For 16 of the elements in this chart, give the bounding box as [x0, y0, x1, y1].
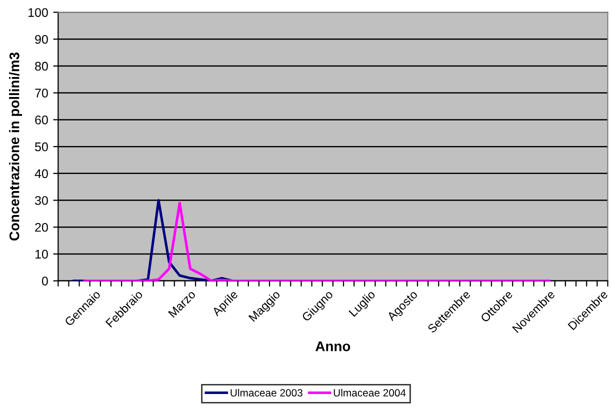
- y-tick-label: 100: [28, 8, 48, 17]
- line-series: [83, 202, 551, 281]
- y-tick-label: 0: [42, 276, 48, 286]
- legend-label: Ulmaceae 2003: [230, 388, 302, 397]
- y-tick-label: 60: [35, 116, 48, 124]
- y-tick-label: 80: [35, 62, 48, 71]
- y-tick-label: 10: [35, 250, 48, 259]
- y-tick-label: 70: [35, 88, 48, 98]
- y-tick-label: 40: [34, 169, 48, 178]
- y-tick-label: 30: [34, 196, 48, 205]
- y-tick-label: 90: [35, 34, 48, 44]
- y-tick-label: 50: [35, 142, 48, 152]
- legend-label: Ulmaceae 2004: [334, 388, 406, 397]
- y-tick-label: 20: [35, 222, 48, 232]
- y-axis-title: Concentrazione in pollini/m3: [9, 52, 22, 241]
- x-axis-title: Anno: [316, 342, 350, 352]
